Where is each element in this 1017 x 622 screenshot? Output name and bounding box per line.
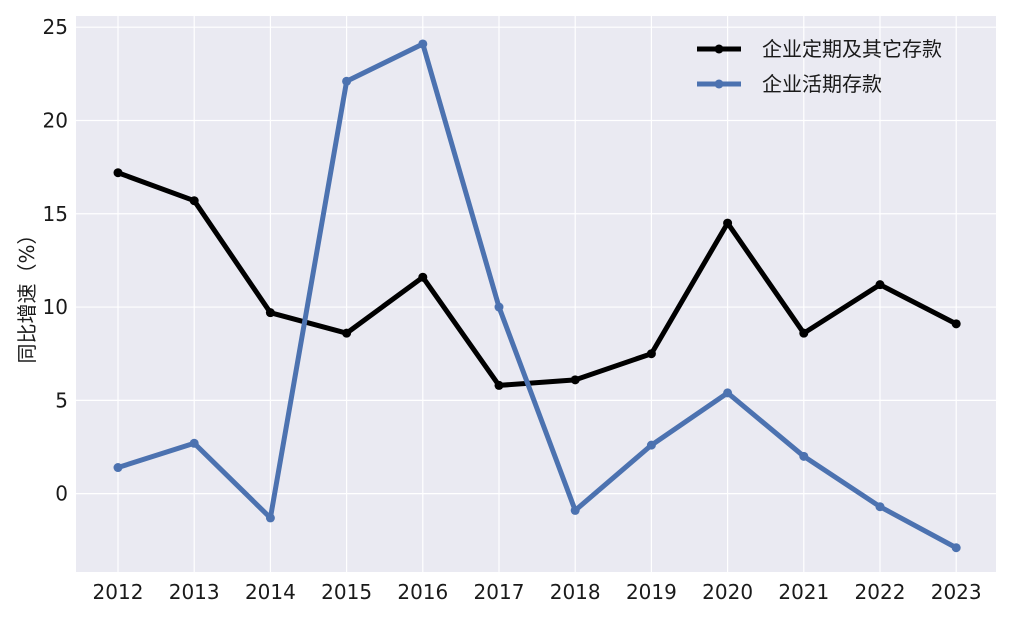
data-point (799, 328, 809, 338)
y-axis-title: 同比增速（%） (15, 224, 39, 363)
legend-marker (714, 79, 724, 89)
x-tick-label: 2021 (778, 580, 829, 604)
data-point (799, 451, 809, 461)
x-tick-label: 2015 (321, 580, 372, 604)
data-point (494, 302, 504, 312)
x-axis: 2012 2013 2014 2015 2016 2017 2018 2019 2020 2021… (93, 580, 982, 604)
data-point (951, 319, 961, 329)
x-tick-label: 2017 (474, 580, 525, 604)
series-2 (113, 39, 961, 553)
y-tick-label: 25 (43, 15, 68, 39)
data-point (342, 76, 352, 86)
data-point (418, 39, 428, 49)
data-point (646, 349, 656, 359)
legend-marker (714, 44, 724, 54)
data-point (646, 440, 656, 450)
data-point (342, 328, 352, 338)
x-tick-label: 2013 (169, 580, 220, 604)
y-tick-label: 10 (43, 295, 68, 319)
data-point (265, 308, 275, 318)
data-point (570, 375, 580, 385)
legend-label: 企业活期存款 (762, 72, 882, 96)
data-point (570, 505, 580, 515)
y-tick-label: 0 (55, 482, 68, 506)
x-tick-label: 2022 (855, 580, 906, 604)
y-tick-label: 5 (55, 388, 68, 412)
grid-lines (76, 16, 996, 572)
x-tick-label: 2018 (550, 580, 601, 604)
series-line (115, 41, 959, 551)
data-point (723, 388, 733, 398)
x-tick-label: 2016 (397, 580, 448, 604)
data-point (723, 218, 733, 228)
series-layer (113, 39, 961, 553)
data-point (418, 272, 428, 282)
data-point (494, 380, 504, 390)
series-line (115, 170, 959, 388)
data-point (113, 463, 123, 473)
x-tick-label: 2020 (702, 580, 753, 604)
legend-label: 企业定期及其它存款 (762, 37, 942, 61)
data-point (951, 543, 961, 553)
y-tick-label: 20 (43, 108, 68, 132)
data-point (875, 502, 885, 512)
data-point (113, 168, 123, 178)
data-point (875, 280, 885, 290)
data-point (189, 438, 199, 448)
plot-area (76, 16, 996, 572)
series-1 (113, 168, 961, 390)
y-axis: 0 5 10 15 20 25 (43, 15, 68, 505)
x-tick-label: 2019 (626, 580, 677, 604)
x-tick-label: 2023 (931, 580, 982, 604)
data-point (265, 513, 275, 523)
y-tick-label: 15 (43, 202, 68, 226)
data-point (189, 196, 199, 206)
x-tick-label: 2014 (245, 580, 296, 604)
x-tick-label: 2012 (93, 580, 144, 604)
